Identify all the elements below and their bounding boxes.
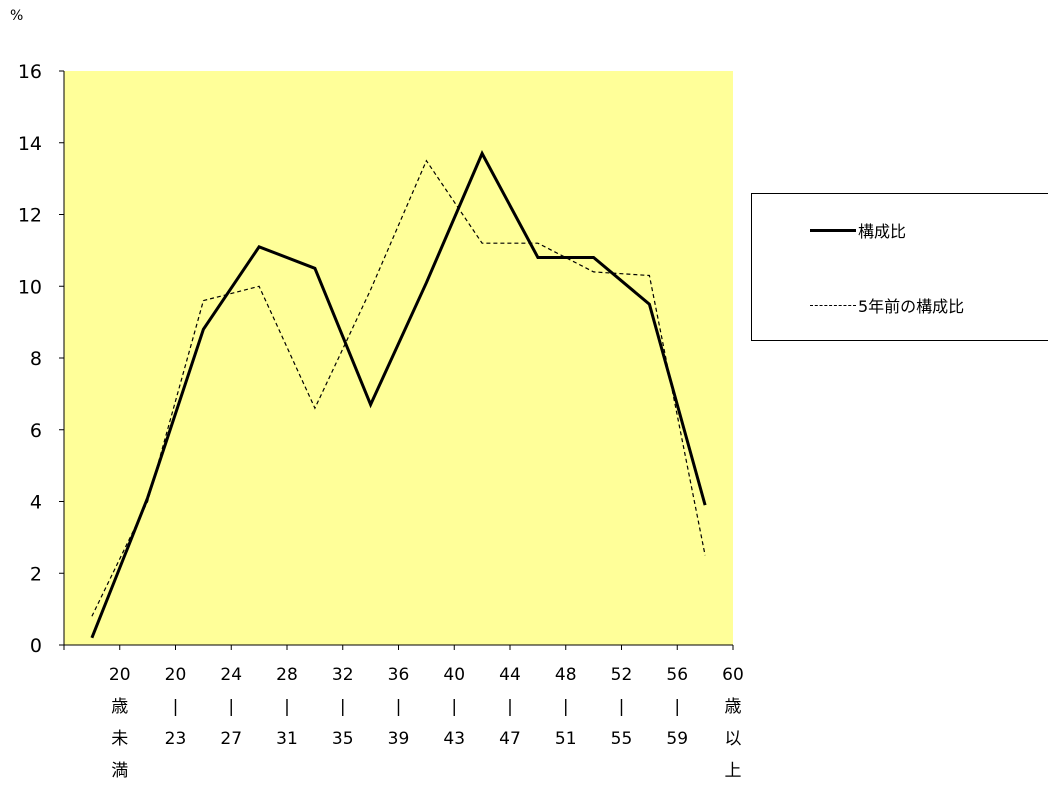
x-tick-label: 43	[443, 729, 465, 749]
y-tick-label: 12	[18, 205, 42, 227]
legend-label-previous: 5年前の構成比	[858, 297, 965, 316]
x-tick-label: 以	[725, 729, 742, 749]
y-tick-label: 10	[18, 276, 42, 298]
legend-item-previous: 5年前の構成比	[810, 293, 964, 317]
x-tick-label: 27	[220, 729, 242, 749]
x-tick-label: |	[563, 697, 569, 717]
x-tick-label: 36	[388, 665, 410, 685]
y-tick-label: 4	[30, 492, 42, 514]
plot-area	[64, 71, 733, 645]
x-tick-label: 24	[220, 665, 242, 685]
x-tick-label: |	[284, 697, 290, 717]
x-tick-label: 51	[555, 729, 577, 749]
x-tick-label: 歳	[111, 697, 128, 717]
legend-solid-swatch	[810, 228, 856, 232]
legend-dashed-swatch	[810, 304, 856, 306]
x-tick-label: 28	[276, 665, 298, 685]
x-tick-label: |	[619, 697, 625, 717]
x-tick-label: 未	[111, 729, 128, 749]
legend-item-current: 構成比	[810, 218, 906, 242]
x-tick-label: 60	[722, 665, 744, 685]
y-tick-label: 14	[18, 133, 42, 155]
x-tick-label: 48	[555, 665, 577, 685]
x-tick-label: 満	[111, 761, 128, 781]
x-tick-label: 35	[332, 729, 354, 749]
y-tick-label: 16	[18, 61, 42, 83]
x-tick-label: 47	[499, 729, 521, 749]
x-tick-label: 23	[165, 729, 187, 749]
x-tick-label: |	[340, 697, 346, 717]
x-tick-label: 39	[388, 729, 410, 749]
x-tick-label: 55	[611, 729, 633, 749]
unit-label: %	[10, 8, 23, 24]
series-lines	[90, 150, 707, 639]
x-tick-label: 20	[109, 665, 131, 685]
x-tick-label: 40	[443, 665, 465, 685]
series-line-previous	[91, 159, 706, 617]
x-tick-label: 59	[666, 729, 688, 749]
x-tick-label: |	[507, 697, 513, 717]
y-ticks: 0 2 4 6 8 10 12 14 16	[18, 61, 64, 657]
x-tick-label: |	[228, 697, 234, 717]
legend-label-current: 構成比	[858, 222, 907, 241]
x-tick-label: 31	[276, 729, 298, 749]
y-tick-label: 8	[30, 348, 42, 370]
x-tick-label: |	[396, 697, 402, 717]
x-tick-label: |	[674, 697, 680, 717]
x-tick-label: 32	[332, 665, 354, 685]
x-tick-label: 20	[165, 665, 187, 685]
legend: 構成比 5年前の構成比	[751, 193, 1048, 341]
x-tick-label: 歳	[725, 697, 742, 717]
x-ticks: 20歳未満20|2324|2728|3132|3536|3940|4344|47…	[63, 645, 744, 781]
x-tick-label: |	[173, 697, 179, 717]
x-tick-label: 44	[499, 665, 521, 685]
x-tick-label: 52	[611, 665, 633, 685]
y-tick-label: 0	[30, 635, 42, 657]
x-tick-label: 56	[666, 665, 688, 685]
y-tick-label: 2	[30, 563, 42, 585]
series-line-current	[90, 150, 707, 639]
y-tick-label: 6	[30, 420, 42, 442]
x-tick-label: 上	[725, 761, 742, 781]
x-tick-label: |	[451, 697, 457, 717]
